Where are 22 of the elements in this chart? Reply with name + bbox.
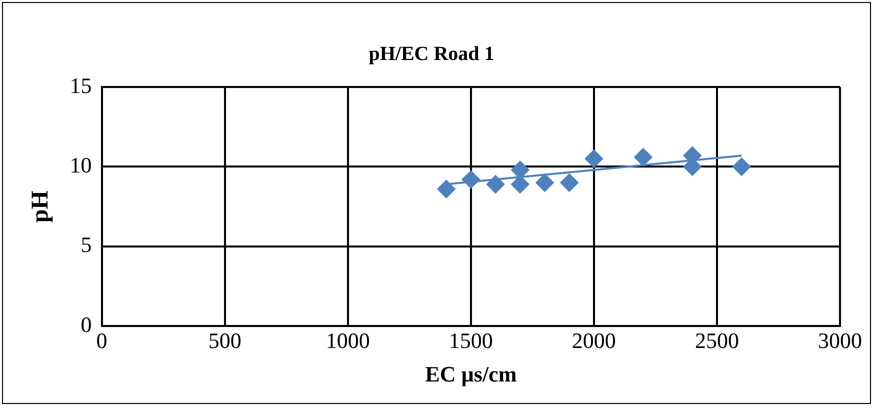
point: [486, 175, 505, 194]
y-tick-label: 15: [70, 72, 92, 98]
point: [437, 180, 456, 198]
y-tick-label: 5: [80, 232, 92, 258]
y-tick-label: 0: [80, 312, 92, 337]
x-tick-label: 3000: [818, 328, 862, 354]
point: [462, 170, 480, 188]
chart-title: pH/EC Road 1: [368, 43, 494, 66]
x-tick-label: 1000: [326, 328, 370, 354]
point: [584, 150, 603, 168]
x-axis-title: EC µs/cm: [425, 361, 517, 386]
y-tick-label: 10: [70, 152, 92, 178]
x-tick-label: 2500: [694, 328, 739, 354]
point: [560, 174, 578, 192]
point: [536, 174, 554, 192]
x-tick-label: 0: [96, 328, 108, 354]
x-tick-label: 2000: [572, 328, 616, 354]
x-tick-label: 500: [208, 328, 242, 354]
x-tick-label: 1500: [448, 328, 493, 354]
point: [732, 158, 751, 176]
point: [634, 148, 652, 166]
y-axis-title: pH: [28, 190, 54, 223]
